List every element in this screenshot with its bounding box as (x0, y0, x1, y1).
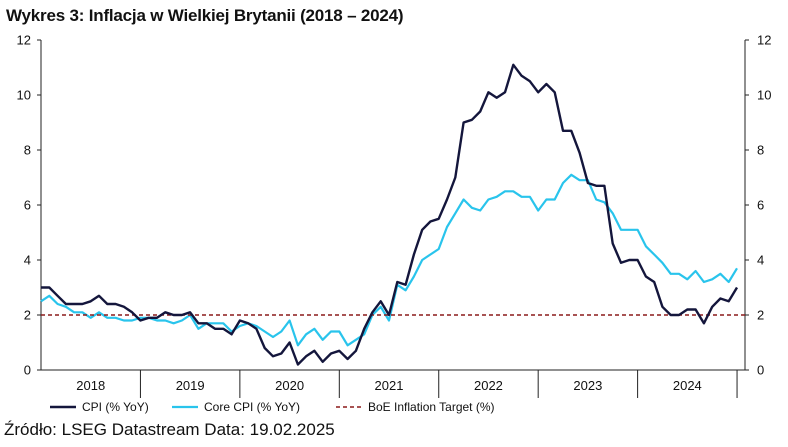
y-tick-label-left: 4 (24, 253, 31, 268)
legend-label-2: Core CPI (% YoY) (204, 400, 300, 414)
core-cpi-series-line (40, 173, 738, 347)
chart-title: Wykres 3: Inflacja w Wielkiej Brytanii (… (6, 6, 404, 25)
y-tick-label-left: 8 (24, 143, 31, 158)
legend-label-1: CPI (% YoY) (82, 400, 149, 414)
source-note: Źródło: LSEG Datastream Data: 19.02.2025 (4, 420, 335, 439)
chart-canvas: 0 0 2 2 4 4 6 6 8 8 10 10 12 12 2018 2019 2020 2021 2022 20… (17, 33, 772, 415)
y-tick-label-left: 12 (17, 33, 31, 48)
y-tick-label-right: 6 (757, 198, 764, 213)
x-tick-label: 2018 (76, 378, 105, 393)
y-tick-label-right: 4 (757, 253, 764, 268)
y-tick-label-right: 10 (757, 88, 771, 103)
x-tick-label: 2019 (176, 378, 205, 393)
cpi-series-line (41, 63, 739, 366)
x-tick-label: 2021 (375, 378, 404, 393)
legend-label-3: BoE Inflation Target (%) (368, 400, 495, 414)
y-tick-label-right: 12 (757, 33, 771, 48)
x-tick-label: 2023 (573, 378, 602, 393)
y-tick-label-left: 10 (17, 88, 31, 103)
y-tick-label-left: 2 (24, 308, 31, 323)
x-tick-label: 2022 (474, 378, 503, 393)
y-tick-label-right: 8 (757, 143, 764, 158)
y-tick-label-left: 6 (24, 198, 31, 213)
y-tick-label-right: 0 (757, 363, 764, 378)
y-tick-label-right: 2 (757, 308, 764, 323)
x-tick-label: 2024 (673, 378, 702, 393)
y-tick-label-left: 0 (24, 363, 31, 378)
x-tick-label: 2020 (275, 378, 304, 393)
chart-legend: CPI (% YoY) Core CPI (% YoY) BoE Inflation… (50, 400, 495, 414)
